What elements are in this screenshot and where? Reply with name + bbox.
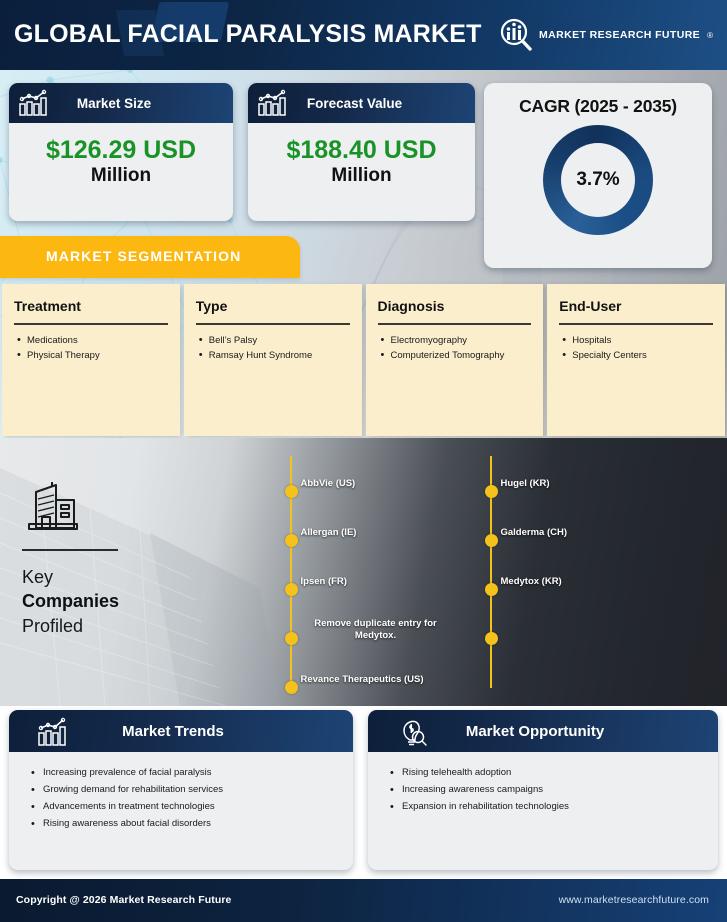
divider: [559, 323, 713, 325]
segmentation-card-treatment: Treatment Medications Physical Therapy: [2, 284, 180, 436]
panel-header: Market Trends: [9, 710, 353, 752]
timeline-dot: AbbVie (US): [284, 478, 355, 498]
divider: [22, 549, 118, 551]
timeline-dot: Revance Therapeutics (US): [284, 674, 424, 694]
segment-list: Medications Physical Therapy: [14, 331, 168, 365]
list-item: Hospitals: [562, 331, 713, 349]
segment-list: Bell’s Palsy Ramsay Hunt Syndrome: [196, 331, 350, 365]
company-label: Hugel (KR): [500, 478, 550, 489]
card-header: Forecast Value: [248, 83, 475, 123]
timeline-dot: Remove duplicate entry for Medytox.: [284, 618, 437, 645]
company-label: AbbVie (US): [300, 478, 356, 489]
timeline-dot: [484, 632, 498, 645]
market-size-unit: Million: [90, 165, 152, 186]
company-label: Remove duplicate entry for Medytox.: [314, 618, 437, 641]
card-title: Forecast Value: [306, 95, 403, 111]
company-label: Medytox (KR): [500, 576, 562, 587]
timeline-dot: Ipsen (FR): [284, 576, 347, 596]
segment-title: Treatment: [14, 298, 81, 314]
segmentation-row: Treatment Medications Physical Therapy T…: [0, 284, 727, 436]
market-segmentation-label: MARKET SEGMENTATION: [46, 248, 242, 264]
segment-title: Type: [195, 298, 228, 314]
bar-chart-line-icon: [18, 89, 48, 117]
segmentation-card-end-user: End-User Hospitals Specialty Centers: [547, 284, 725, 436]
list-item: Computerized Tomography: [381, 347, 532, 365]
cagr-donut-chart: 3.7%: [543, 125, 653, 235]
segment-list: Hospitals Specialty Centers: [559, 331, 713, 365]
list-item: Growing demand for rehabilitation servic…: [31, 781, 353, 800]
cagr-title: CAGR (2025 - 2035): [519, 96, 677, 116]
opportunity-list: Rising telehealth adoption Increasing aw…: [368, 752, 718, 817]
panel-header: Market Opportunity: [368, 710, 718, 752]
website-url[interactable]: www.marketresearchfuture.com: [558, 894, 709, 906]
divider: [14, 323, 168, 325]
market-segmentation-tab: MARKET SEGMENTATION: [0, 236, 300, 278]
registered-mark-icon: ®: [707, 30, 713, 40]
list-item: Medications: [17, 331, 168, 349]
stat-card-market-size: Market Size $126.29 USD Million: [9, 83, 233, 221]
company-timeline-right: Hugel (KR) Galderma (CH) Medytox (KR): [484, 456, 567, 688]
bar-chart-line-icon: [37, 717, 69, 747]
trends-list: Increasing prevalence of facial paralysi…: [9, 752, 353, 834]
company-label: Allergan (IE): [300, 527, 357, 538]
segmentation-card-type: Type Bell’s Palsy Ramsay Hunt Syndrome: [183, 284, 362, 436]
stat-card-forecast-value: Forecast Value $188.40 USD Million: [248, 83, 475, 221]
magnifier-bar-chart-icon: [499, 18, 533, 52]
panel-market-trends: Market Trends Increasing prevalence of f…: [9, 710, 353, 870]
company-label: Revance Therapeutics (US): [300, 674, 424, 685]
list-item: Increasing awareness campaigns: [390, 781, 718, 800]
segment-title: End-User: [559, 298, 622, 314]
panel-market-opportunity: Market Opportunity Rising telehealth ado…: [368, 710, 718, 870]
brand-name: MARKET RESEARCH FUTURE: [539, 29, 701, 41]
list-item: Increasing prevalence of facial paralysi…: [31, 764, 353, 783]
forecast-value: $188.40 USD: [286, 136, 437, 164]
segment-title: Diagnosis: [377, 298, 445, 314]
company-timeline-left: AbbVie (US) Allergan (IE) Ipsen (FR) Rem…: [284, 456, 437, 694]
key-companies-line-2: Companies: [22, 591, 120, 612]
key-companies-heading-block: Key Companies Profiled: [22, 480, 212, 638]
timeline-dot: Allergan (IE): [284, 527, 356, 547]
segment-list: Electromyography Computerized Tomography: [378, 331, 532, 365]
cagr-value: 3.7%: [576, 169, 620, 190]
divider: [377, 323, 532, 325]
list-item: Expansion in rehabilitation technologies: [390, 798, 718, 817]
company-label: Ipsen (FR): [300, 576, 347, 587]
cagr-card: CAGR (2025 - 2035) 3.7%: [484, 83, 712, 268]
page-footer: Copyright @ 2026 Market Research Future …: [0, 879, 727, 922]
list-item: Advancements in treatment technologies: [31, 798, 353, 817]
bar-chart-line-icon: [257, 89, 287, 117]
timeline-dot: Medytox (KR): [484, 576, 562, 596]
panel-title: Market Opportunity: [465, 722, 605, 740]
key-companies-line-3: Profiled: [22, 615, 84, 636]
list-item: Electromyography: [381, 331, 532, 349]
market-size-value: $126.29 USD: [45, 136, 197, 164]
donut-ring: [543, 125, 653, 235]
card-title: Market Size: [76, 95, 152, 111]
page-title: GLOBAL FACIAL PARALYSIS MARKET: [14, 20, 482, 48]
office-building-icon: [22, 482, 84, 540]
list-item: Ramsay Hunt Syndrome: [199, 347, 350, 365]
key-companies-section: Key Companies Profiled AbbVie (US) Aller…: [0, 438, 727, 706]
list-item: Physical Therapy: [17, 347, 168, 365]
company-label: Galderma (CH): [500, 527, 568, 538]
card-header: Market Size: [9, 83, 233, 123]
lightbulb-dollar-magnifier-icon: [396, 717, 428, 747]
segmentation-card-diagnosis: Diagnosis Electromyography Computerized …: [365, 284, 544, 436]
card-body: $188.40 USD Million: [248, 123, 475, 199]
list-item: Bell’s Palsy: [199, 331, 350, 349]
brand-logo: MARKET RESEARCH FUTURE ®: [499, 18, 713, 52]
card-body: $126.29 USD Million: [9, 123, 233, 199]
list-item: Rising telehealth adoption: [390, 764, 718, 783]
timeline-dot: Galderma (CH): [484, 527, 567, 547]
panel-title: Market Trends: [122, 722, 224, 740]
page-header: GLOBAL FACIAL PARALYSIS MARKET MARKET RE…: [0, 0, 727, 70]
divider: [195, 323, 350, 325]
copyright-text: Copyright @ 2026 Market Research Future: [16, 894, 232, 906]
list-item: Specialty Centers: [562, 347, 713, 365]
forecast-unit: Million: [331, 165, 392, 186]
key-companies-line-1: Key: [22, 567, 54, 587]
list-item: Rising awareness about facial disorders: [31, 815, 353, 834]
timeline-dot: Hugel (KR): [484, 478, 550, 498]
